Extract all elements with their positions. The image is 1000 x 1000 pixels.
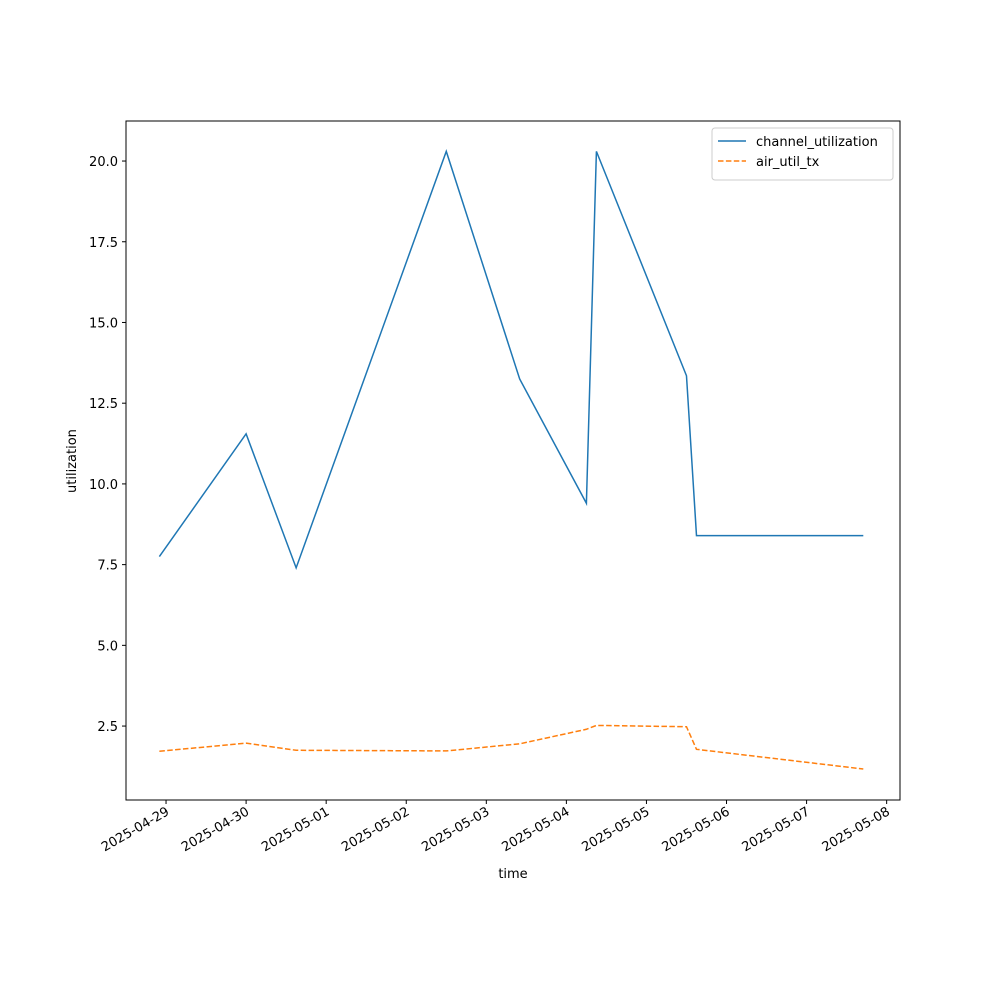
x-tick-label: 2025-04-29 <box>99 804 172 855</box>
y-axis-label: utilization <box>65 429 80 493</box>
y-tick-label: 10.0 <box>89 478 118 493</box>
y-tick-label: 20.0 <box>89 155 118 170</box>
legend: channel_utilization air_util_tx <box>711 127 894 181</box>
x-tick-label: 2025-05-05 <box>580 804 653 855</box>
y-tick-label: 2.5 <box>97 720 118 735</box>
y-tick-label: 15.0 <box>89 316 118 331</box>
y-tick-label: 12.5 <box>89 397 118 412</box>
x-tick-label: 2025-05-02 <box>339 804 412 855</box>
x-tick-label: 2025-05-06 <box>660 804 733 855</box>
y-tick-label: 17.5 <box>89 236 118 251</box>
x-axis-label: time <box>498 867 527 882</box>
x-tick-label: 2025-05-01 <box>259 804 332 855</box>
legend-label: air_util_tx <box>756 155 820 170</box>
series-line <box>158 149 864 571</box>
x-tick-label: 2025-05-03 <box>419 804 492 855</box>
legend-box <box>711 127 894 181</box>
legend-label: channel_utilization <box>756 135 878 150</box>
x-tick-label: 2025-05-07 <box>740 804 813 855</box>
y-tick-label: 5.0 <box>97 639 118 654</box>
plot-frame <box>125 120 901 801</box>
series-line <box>159 724 864 770</box>
x-tick-label: 2025-05-08 <box>820 804 893 855</box>
y-tick-label: 7.5 <box>97 559 118 574</box>
x-tick-label: 2025-05-04 <box>499 804 572 855</box>
x-tick-label: 2025-04-30 <box>179 804 252 855</box>
